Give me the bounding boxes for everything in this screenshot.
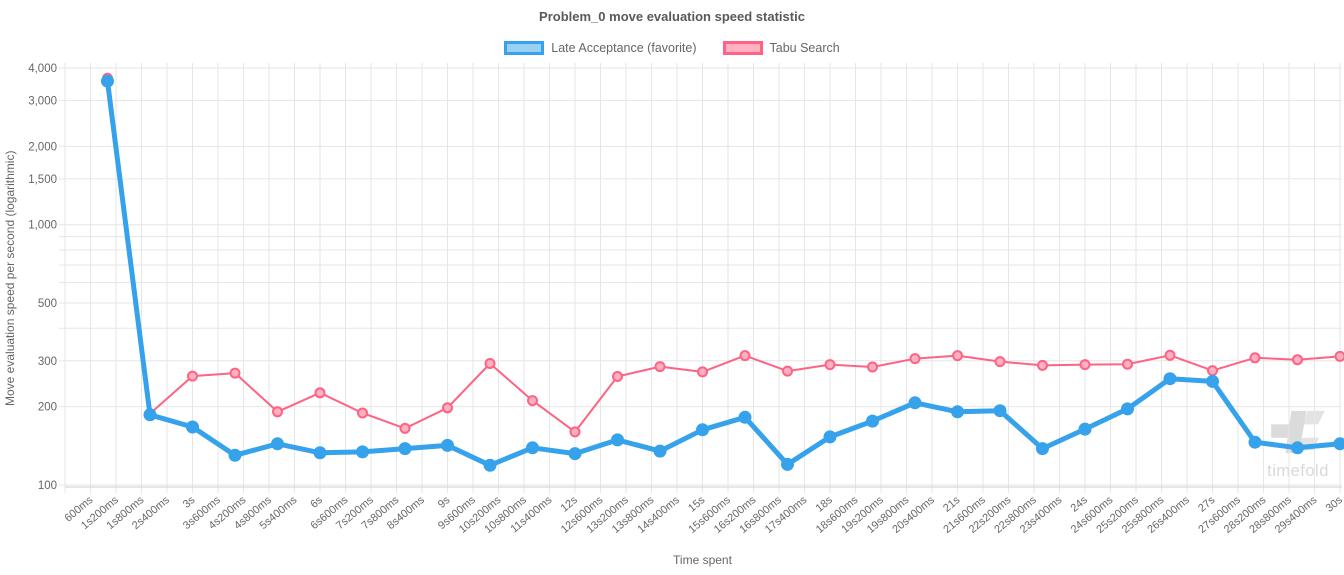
tabu-search-point[interactable] <box>229 367 241 379</box>
y-tick-label: 3,000 <box>28 96 57 108</box>
y-tick-label: 500 <box>38 298 57 310</box>
tabu-search-point[interactable] <box>612 371 623 382</box>
tabu-search-point[interactable] <box>994 356 1006 368</box>
y-tick-label: 2,000 <box>28 141 57 153</box>
tabu-search-point[interactable] <box>867 361 878 373</box>
late-acceptance-favorite-point[interactable] <box>356 445 369 459</box>
y-tick-label: 4,000 <box>28 63 57 75</box>
y-tick-label: 1,000 <box>28 220 57 232</box>
y-tick-label: 100 <box>38 480 57 492</box>
late-acceptance-favorite-point[interactable] <box>228 448 242 462</box>
late-acceptance-favorite-point[interactable] <box>483 458 497 472</box>
tabu-search-point[interactable] <box>1037 359 1048 371</box>
late-acceptance-favorite-point[interactable] <box>1078 422 1092 436</box>
tabu-search-line <box>106 77 1341 433</box>
tabu-search-point[interactable] <box>314 387 326 399</box>
late-acceptance-favorite-point[interactable] <box>696 423 709 437</box>
tabu-search-point[interactable] <box>1164 349 1176 361</box>
late-acceptance-favorite-point[interactable] <box>781 457 794 471</box>
tabu-search-point[interactable] <box>399 422 411 434</box>
tabu-search-point[interactable] <box>442 402 453 414</box>
tabu-search-point[interactable] <box>952 350 963 362</box>
legend: Late Acceptance (favorite) Tabu Search <box>0 41 1344 55</box>
late-acceptance-favorite-point[interactable] <box>908 396 922 410</box>
tabu-search-point[interactable] <box>569 426 581 438</box>
late-acceptance-favorite-point[interactable] <box>823 430 837 444</box>
late-acceptance-favorite-point[interactable] <box>1333 437 1344 451</box>
tabu-search-point[interactable] <box>1207 365 1218 377</box>
late-acceptance-favorite-point[interactable] <box>611 433 624 447</box>
tabu-search-point[interactable] <box>739 350 751 362</box>
late-acceptance-favorite-point[interactable] <box>398 442 412 456</box>
late-acceptance-favorite-point[interactable] <box>143 408 157 422</box>
y-axis-title: Move evaluation speed per second (logari… <box>3 150 17 406</box>
legend-label-late-acceptance: Late Acceptance (favorite) <box>551 41 697 55</box>
late-acceptance-favorite-point[interactable] <box>186 420 199 434</box>
late-acceptance-favorite-point[interactable] <box>441 438 454 452</box>
x-tick-label: 9s <box>436 494 453 511</box>
late-acceptance-favorite-point[interactable] <box>568 447 582 461</box>
late-acceptance-favorite-point[interactable] <box>866 414 879 428</box>
late-acceptance-favorite-point[interactable] <box>1121 402 1134 416</box>
late-acceptance-favorite-point[interactable] <box>1291 441 1304 455</box>
late-acceptance-favorite-point[interactable] <box>1036 442 1049 456</box>
tabu-search-point[interactable] <box>697 366 708 378</box>
legend-item-tabu-search[interactable]: Tabu Search <box>722 41 840 55</box>
legend-item-late-acceptance[interactable]: Late Acceptance (favorite) <box>504 41 697 55</box>
x-tick-label: 6s <box>308 494 325 511</box>
tabu-search-point[interactable] <box>187 370 198 382</box>
tabu-search-point[interactable] <box>484 358 496 369</box>
tabu-search-point[interactable] <box>824 359 836 371</box>
late-acceptance-favorite-point[interactable] <box>653 444 667 458</box>
late-acceptance-favorite-line <box>105 78 1343 468</box>
tabu-search-point[interactable] <box>357 407 368 419</box>
late-acceptance-favorite-point[interactable] <box>1163 372 1177 386</box>
tabu-search-point[interactable] <box>1122 358 1133 370</box>
late-acceptance-favorite-point[interactable] <box>101 74 114 88</box>
timefold-watermark: timefold <box>1253 409 1343 481</box>
x-axis-title: Time spent <box>673 553 732 567</box>
legend-swatch-tabu-search <box>722 41 763 55</box>
tabu-search-point[interactable] <box>1292 354 1303 366</box>
y-tick-label: 1,500 <box>28 174 57 186</box>
late-acceptance-favorite-point[interactable] <box>526 441 539 455</box>
late-acceptance-favorite-point[interactable] <box>993 404 1007 418</box>
watermark-text: timefold <box>1267 462 1329 480</box>
tabu-search-point[interactable] <box>1079 359 1091 371</box>
chart-title: Problem_0 move evaluation speed statisti… <box>539 9 805 24</box>
x-tick-label: 3s <box>181 494 198 511</box>
late-acceptance-favorite-point[interactable] <box>271 437 284 451</box>
late-acceptance-favorite-point[interactable] <box>1248 435 1262 449</box>
tabu-search-point[interactable] <box>527 395 538 407</box>
legend-swatch-late-acceptance <box>504 41 545 55</box>
y-tick-label: 200 <box>38 402 57 414</box>
late-acceptance-favorite-point[interactable] <box>951 405 964 419</box>
tabu-search-point[interactable] <box>272 406 283 418</box>
y-tick-label: 300 <box>38 356 57 368</box>
x-tick-label: 30s <box>1324 494 1344 515</box>
tabu-search-point[interactable] <box>782 365 793 377</box>
late-acceptance-favorite-point[interactable] <box>313 446 327 460</box>
tabu-search-point[interactable] <box>909 353 921 365</box>
tabu-search-point[interactable] <box>1334 350 1344 362</box>
tabu-search-point[interactable] <box>654 361 666 373</box>
tabu-search-point[interactable] <box>1249 352 1261 364</box>
legend-label-tabu-search: Tabu Search <box>769 41 840 55</box>
late-acceptance-favorite-point[interactable] <box>1206 374 1219 388</box>
late-acceptance-favorite-point[interactable] <box>738 410 752 424</box>
